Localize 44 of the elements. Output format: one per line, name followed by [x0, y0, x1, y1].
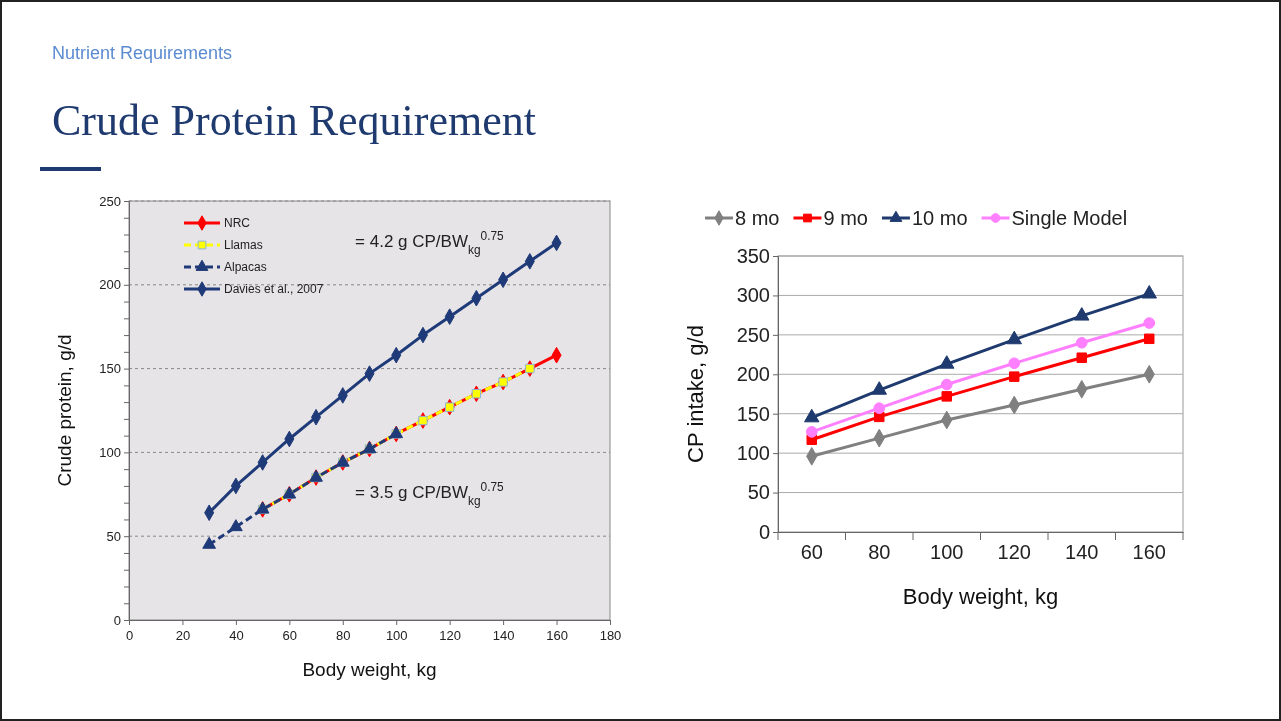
y-tick-label: 250 [736, 323, 770, 346]
x-tick-label: 40 [229, 627, 244, 643]
x-tick-label: 180 [599, 627, 622, 643]
x-axis-title: Body weight, kg [302, 659, 437, 680]
x-tick-label: 80 [868, 541, 891, 563]
y-tick-label: 250 [99, 193, 121, 209]
legend-label: Davies et al., 2007 [224, 282, 324, 296]
x-tick-label: 0 [125, 627, 134, 643]
legend-label: 8 mo [735, 207, 780, 229]
y-tick-label: 50 [747, 481, 770, 504]
x-axis-title: Body weight, kg [902, 584, 1059, 609]
x-tick-label: 60 [282, 627, 298, 643]
legend-label: 10 mo [911, 207, 968, 229]
x-tick-label: 160 [1132, 541, 1166, 563]
legend-label: NRC [224, 216, 251, 230]
legend-label: Llamas [224, 238, 263, 252]
x-tick-label: 100 [930, 541, 964, 563]
x-tick-label: 100 [385, 627, 408, 643]
y-tick-label: 0 [113, 612, 121, 628]
y-tick-label: 150 [736, 402, 770, 425]
chart-subtitle: Nutrient Requirements [52, 43, 233, 63]
y-tick-label: 100 [736, 442, 770, 465]
x-tick-label: 120 [439, 627, 462, 643]
y-tick-label: 150 [99, 361, 121, 377]
y-tick-label: 100 [99, 445, 121, 461]
y-tick-label: 350 [736, 244, 770, 267]
y-tick-label: 0 [758, 520, 770, 543]
x-tick-label: 20 [175, 627, 191, 643]
y-axis-title: CP intake, g/d [683, 325, 708, 463]
legend-label: Alpacas [224, 260, 267, 274]
x-tick-label: 140 [492, 627, 515, 643]
x-tick-label: 160 [546, 627, 568, 643]
x-tick-label: 60 [800, 541, 823, 563]
y-tick-label: 200 [736, 363, 770, 386]
legend-label: Single Model [1011, 207, 1128, 229]
x-tick-label: 80 [336, 627, 351, 643]
y-axis-title: Crude protein, g/d [54, 334, 75, 487]
legend-label: 9 mo [823, 207, 868, 229]
y-tick-label: 50 [106, 528, 121, 544]
x-tick-label: 140 [1065, 541, 1099, 563]
chart-title: Crude Protein Requirement [52, 96, 536, 145]
x-tick-label: 120 [997, 541, 1031, 563]
y-tick-label: 300 [736, 284, 770, 307]
y-tick-label: 200 [99, 277, 121, 293]
